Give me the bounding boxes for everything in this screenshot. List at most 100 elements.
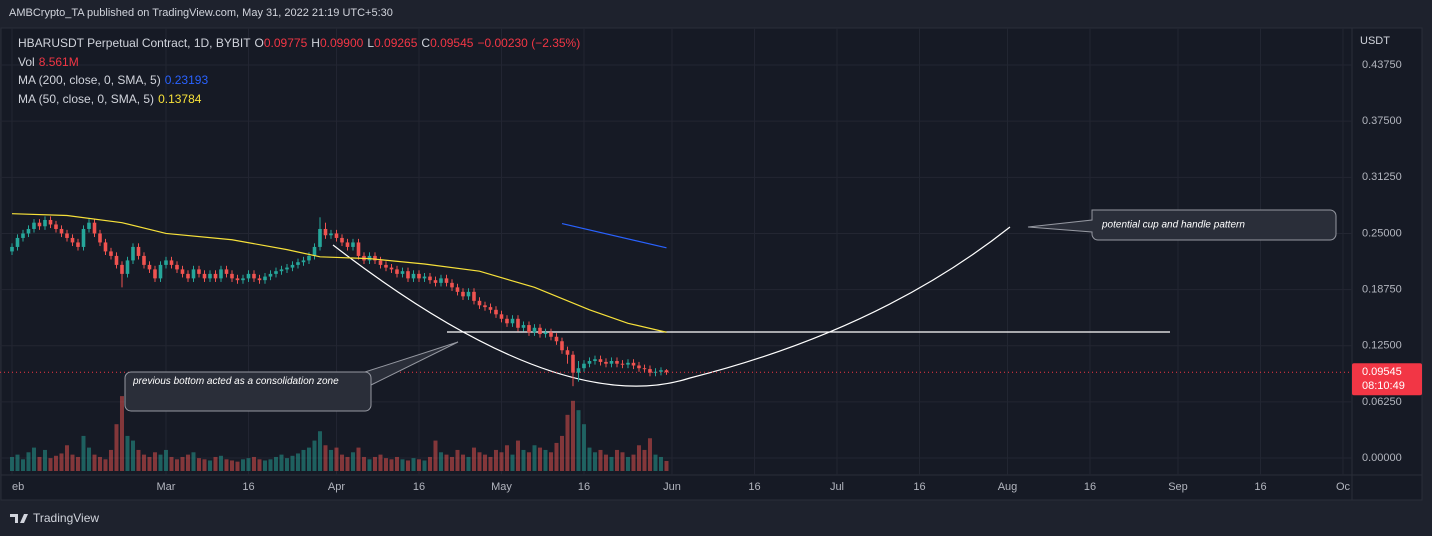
candle-body <box>147 264 152 270</box>
volume-bar <box>70 454 75 471</box>
callout-cup <box>1027 209 1337 241</box>
volume-bar <box>532 445 537 471</box>
candle-body <box>637 365 641 369</box>
volume-bar <box>81 435 86 471</box>
candle-body <box>373 255 377 261</box>
candle-body <box>499 314 504 319</box>
volume-bar <box>367 459 372 471</box>
candle-body <box>626 362 630 365</box>
legend-text: 0.23193 <box>164 73 209 87</box>
candle-body <box>301 260 306 263</box>
volume-bar <box>422 460 427 471</box>
candle-body <box>340 237 344 243</box>
volume-bar <box>400 459 405 471</box>
volume-bar <box>405 460 410 471</box>
volume-bar <box>587 447 592 471</box>
candle-body <box>461 291 465 297</box>
volume-bar <box>394 456 399 471</box>
volume-bar <box>658 456 663 471</box>
legend: HBARUSDT Perpetual Contract, 1D, BYBIT O0… <box>18 34 584 108</box>
volume-bar <box>224 459 229 471</box>
volume-bar <box>48 458 53 471</box>
volume-bar <box>152 452 157 471</box>
candle-body <box>648 369 652 373</box>
axes: 0.00000 0.06250 0.12500 0.18750 0.25000 0.312… <box>12 59 1422 493</box>
volume-bar <box>273 456 278 471</box>
volume-bar <box>86 447 91 471</box>
volume-bar <box>218 455 223 471</box>
candle-body <box>103 242 108 252</box>
brand: TradingView <box>33 511 99 525</box>
x-tick-label: Sep <box>1168 481 1188 493</box>
candle-body <box>406 271 410 279</box>
x-tick-label: 16 <box>1254 481 1266 493</box>
legend-row: MA (200, close, 0, SMA, 5) 0.23193 <box>18 71 584 90</box>
candle-body <box>98 233 102 243</box>
volume-bar <box>504 445 509 471</box>
candle-body <box>169 260 174 265</box>
candle-body <box>659 370 663 372</box>
volume-bar <box>548 452 553 471</box>
y-tick-label: 0.25000 <box>1362 227 1402 239</box>
volume-bar <box>653 454 658 471</box>
volume-bar <box>191 452 196 471</box>
candle-body <box>411 273 416 279</box>
volume-bar <box>383 458 388 471</box>
legend-text: Vol <box>18 54 35 69</box>
candle-body <box>70 237 75 243</box>
volume-bar <box>207 460 212 471</box>
candle-body <box>180 269 185 274</box>
candle-body <box>10 246 14 252</box>
candle-body <box>466 291 471 297</box>
annotation: potential cup and handle pattern <box>1101 220 1245 231</box>
volume-bar <box>449 456 454 471</box>
candle-body <box>197 269 201 274</box>
candle-body <box>615 361 619 364</box>
volume-bar <box>647 438 652 471</box>
volume-bar <box>26 452 31 471</box>
volume-bar <box>515 440 520 471</box>
volume-bar <box>565 414 570 471</box>
x-tick-label: May <box>491 481 512 493</box>
currency: USDT <box>1360 35 1390 47</box>
annotation-box: previous bottom acted as a consolidation… <box>133 376 339 387</box>
volume-bar <box>284 458 289 471</box>
candle-body <box>356 242 361 256</box>
annotation: previous bottom acted as a consolidation… <box>133 376 339 387</box>
volume-bar <box>455 449 460 471</box>
candle-body <box>32 222 36 229</box>
volume-bar <box>372 456 377 471</box>
legend-text: MA (200, close, 0, SMA, 5) <box>18 73 161 87</box>
volume-bar <box>15 454 20 471</box>
candle-body <box>395 269 399 274</box>
candle-body <box>164 260 168 265</box>
candle-body <box>428 276 432 281</box>
volume-bar <box>262 460 267 471</box>
x-tick-label: 16 <box>1084 481 1096 493</box>
candle-body <box>389 267 394 270</box>
volume-bar <box>185 454 190 471</box>
volume-bar <box>625 456 630 471</box>
volume-bar <box>235 461 240 471</box>
volume-bar <box>257 459 262 471</box>
volume-bar <box>510 454 515 471</box>
volume-bar <box>416 459 421 471</box>
last-price-label: 0.09545 <box>1362 366 1402 378</box>
volume-bar <box>75 456 80 471</box>
chart-panel <box>0 27 1423 501</box>
volume-bar <box>350 452 355 471</box>
candle-body <box>268 273 273 277</box>
volume-bar <box>246 458 251 471</box>
last-price-box <box>1352 363 1422 396</box>
volume-bar <box>334 447 339 471</box>
candle-body <box>422 276 427 279</box>
candle-body <box>290 264 295 268</box>
legend-text: −0.00230 (−2.35%) <box>477 36 581 50</box>
candle-body <box>609 361 614 364</box>
candle-body <box>307 255 311 261</box>
x-tick-label: Mar <box>157 481 176 493</box>
volume-bar <box>620 452 625 471</box>
candle-body <box>257 278 262 281</box>
x-tick-label: 16 <box>242 481 254 493</box>
volume-bar <box>53 455 58 471</box>
